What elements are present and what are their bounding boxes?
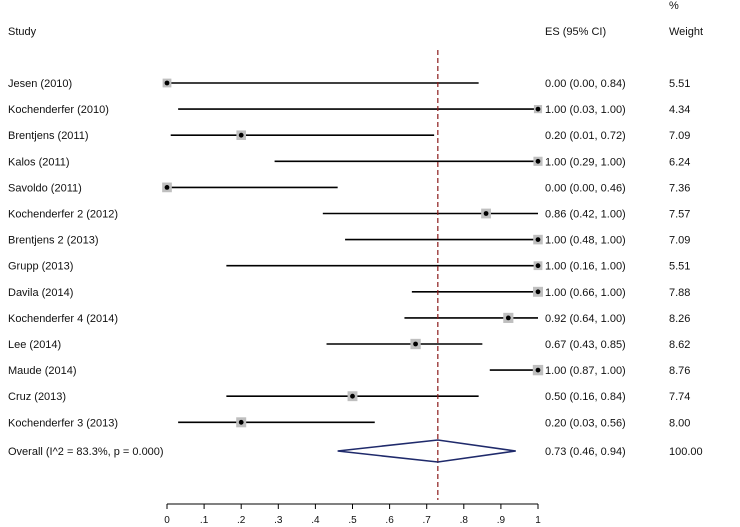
study-es-text: 1.00 (0.48, 1.00) bbox=[545, 235, 626, 247]
study-es-text: 0.00 (0.00, 0.46) bbox=[545, 182, 626, 194]
plot-area bbox=[162, 50, 544, 500]
x-tick-label: .9 bbox=[497, 515, 506, 526]
study-weight: 6.24 bbox=[669, 156, 690, 168]
point-estimate bbox=[413, 341, 418, 347]
study-name: Kochenderfer 4 (2014) bbox=[8, 313, 118, 325]
study-name: Brentjens 2 (2013) bbox=[8, 235, 99, 247]
header-study: Study bbox=[8, 26, 37, 38]
x-tick-label: .2 bbox=[237, 515, 246, 526]
study-name: Grupp (2013) bbox=[8, 261, 73, 273]
study-name: Savoldo (2011) bbox=[8, 182, 82, 194]
study-weight: 5.51 bbox=[669, 78, 690, 90]
header-percent: % bbox=[669, 0, 679, 12]
x-tick-label: .6 bbox=[385, 515, 394, 526]
overall-es-text: 0.73 (0.46, 0.94) bbox=[545, 446, 626, 458]
study-name: Maude (2014) bbox=[8, 365, 77, 377]
study-name: Kochenderfer 2 (2012) bbox=[8, 209, 118, 221]
x-tick-label: .7 bbox=[423, 515, 432, 526]
point-estimate bbox=[164, 80, 170, 86]
study-weight: 8.76 bbox=[669, 365, 690, 377]
study-name: Davila (2014) bbox=[8, 287, 73, 299]
study-weight: 7.57 bbox=[669, 209, 690, 221]
study-weight: 8.00 bbox=[669, 417, 690, 429]
study-name: Cruz (2013) bbox=[8, 391, 66, 403]
study-rows: Jesen (2010) 0.00 (0.00, 0.84) 5.51 Kochend… bbox=[8, 78, 690, 429]
study-weight: 7.88 bbox=[669, 287, 690, 299]
point-estimate bbox=[505, 315, 511, 321]
study-name: Kochenderfer 3 (2013) bbox=[8, 417, 118, 429]
point-estimate bbox=[238, 132, 244, 138]
study-es-text: 0.92 (0.64, 1.00) bbox=[545, 313, 626, 325]
point-estimate bbox=[535, 289, 541, 295]
study-es-text: 0.00 (0.00, 0.84) bbox=[545, 78, 626, 90]
study-weight: 8.62 bbox=[669, 339, 690, 351]
point-estimate bbox=[483, 211, 489, 216]
point-estimate bbox=[535, 263, 541, 269]
header-es: ES (95% CI) bbox=[545, 26, 606, 38]
study-weight: 7.36 bbox=[669, 182, 690, 194]
study-weight: 7.74 bbox=[669, 391, 690, 403]
study-name: Kochenderfer (2010) bbox=[8, 104, 109, 116]
point-estimate bbox=[238, 419, 244, 425]
x-tick-label: .4 bbox=[311, 515, 320, 526]
x-tick-label: .5 bbox=[348, 515, 357, 526]
study-es-text: 1.00 (0.66, 1.00) bbox=[545, 287, 626, 299]
point-estimate bbox=[350, 393, 355, 399]
study-es-text: 1.00 (0.16, 1.00) bbox=[545, 261, 626, 273]
study-weight: 7.09 bbox=[669, 130, 690, 142]
study-es-text: 0.50 (0.16, 0.84) bbox=[545, 391, 626, 403]
study-es-text: 0.20 (0.03, 0.56) bbox=[545, 417, 626, 429]
study-es-text: 1.00 (0.03, 1.00) bbox=[545, 104, 626, 116]
study-es-text: 0.86 (0.42, 1.00) bbox=[545, 209, 626, 221]
x-axis: 0 .1 .2 .3 .4 .5 .6 .7 .8 .9 1 bbox=[164, 503, 541, 526]
x-tick-label: 1 bbox=[535, 515, 541, 526]
study-weight: 4.34 bbox=[669, 104, 690, 116]
point-estimate bbox=[535, 106, 541, 112]
x-tick-label: .8 bbox=[460, 515, 469, 526]
header-weight: Weight bbox=[669, 26, 703, 38]
study-weight: 7.09 bbox=[669, 235, 690, 247]
study-es-text: 1.00 (0.29, 1.00) bbox=[545, 156, 626, 168]
point-estimate bbox=[535, 158, 541, 164]
point-estimate bbox=[535, 237, 541, 243]
study-name: Brentjens (2011) bbox=[8, 130, 89, 142]
x-tick-label: .3 bbox=[274, 515, 283, 526]
overall-diamond bbox=[337, 439, 516, 463]
study-es-text: 0.20 (0.01, 0.72) bbox=[545, 130, 626, 142]
x-tick-label: .1 bbox=[200, 515, 209, 526]
study-weight: 8.26 bbox=[669, 313, 690, 325]
study-name: Lee (2014) bbox=[8, 339, 61, 351]
study-es-text: 1.00 (0.87, 1.00) bbox=[545, 365, 626, 377]
study-name: Jesen (2010) bbox=[8, 78, 72, 90]
point-estimate bbox=[535, 367, 541, 373]
overall-label: Overall (I^2 = 83.3%, p = 0.000) bbox=[8, 446, 164, 458]
study-weight: 5.51 bbox=[669, 261, 690, 273]
x-tick-label: 0 bbox=[164, 515, 170, 526]
study-es-text: 0.67 (0.43, 0.85) bbox=[545, 339, 626, 351]
study-name: Kalos (2011) bbox=[8, 156, 70, 168]
point-estimate bbox=[164, 185, 170, 190]
overall-weight: 100.00 bbox=[669, 446, 703, 458]
